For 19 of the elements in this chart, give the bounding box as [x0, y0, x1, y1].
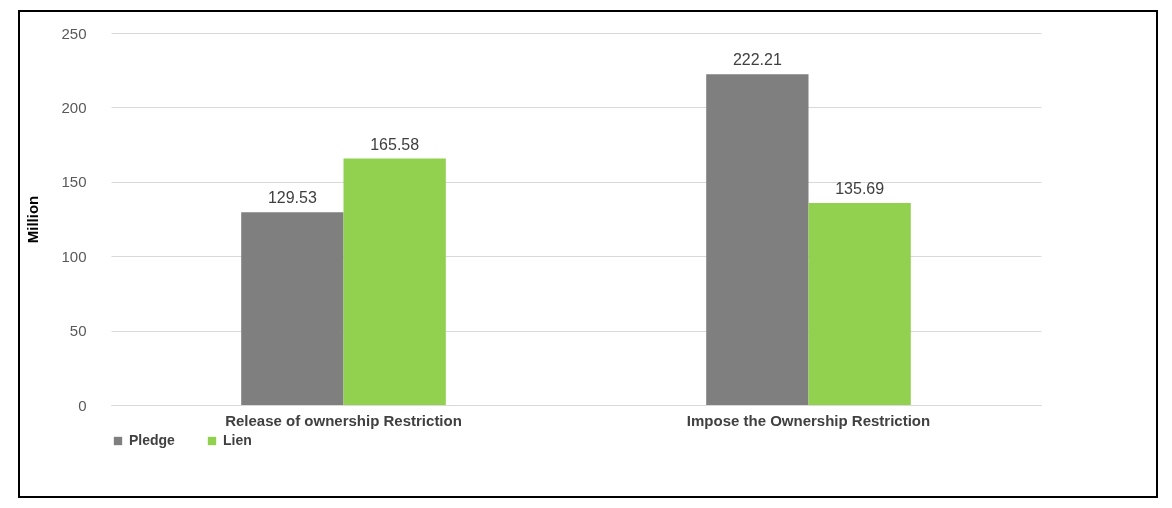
data-label: 222.21	[732, 51, 782, 69]
y-tick-label: 150	[61, 173, 87, 191]
bar	[706, 74, 809, 405]
y-tick-label: 200	[61, 98, 87, 116]
x-tick-label: Impose the Ownership Restriction	[686, 411, 931, 429]
legend-label: Pledge	[129, 432, 176, 448]
y-axis-title: Million	[24, 195, 42, 244]
data-label: 129.53	[267, 189, 317, 207]
y-tick-label: 50	[69, 322, 87, 340]
y-tick-label: 0	[78, 396, 87, 414]
bar	[808, 203, 911, 405]
bar	[343, 158, 446, 405]
data-label: 135.69	[835, 180, 885, 198]
y-tick-label: 100	[61, 247, 87, 265]
y-tick-label: 250	[61, 24, 87, 42]
x-tick-label: Release of ownership Restriction	[225, 411, 462, 429]
bar	[241, 212, 344, 405]
legend-label: Lien	[223, 432, 252, 448]
data-label: 165.58	[370, 135, 420, 153]
